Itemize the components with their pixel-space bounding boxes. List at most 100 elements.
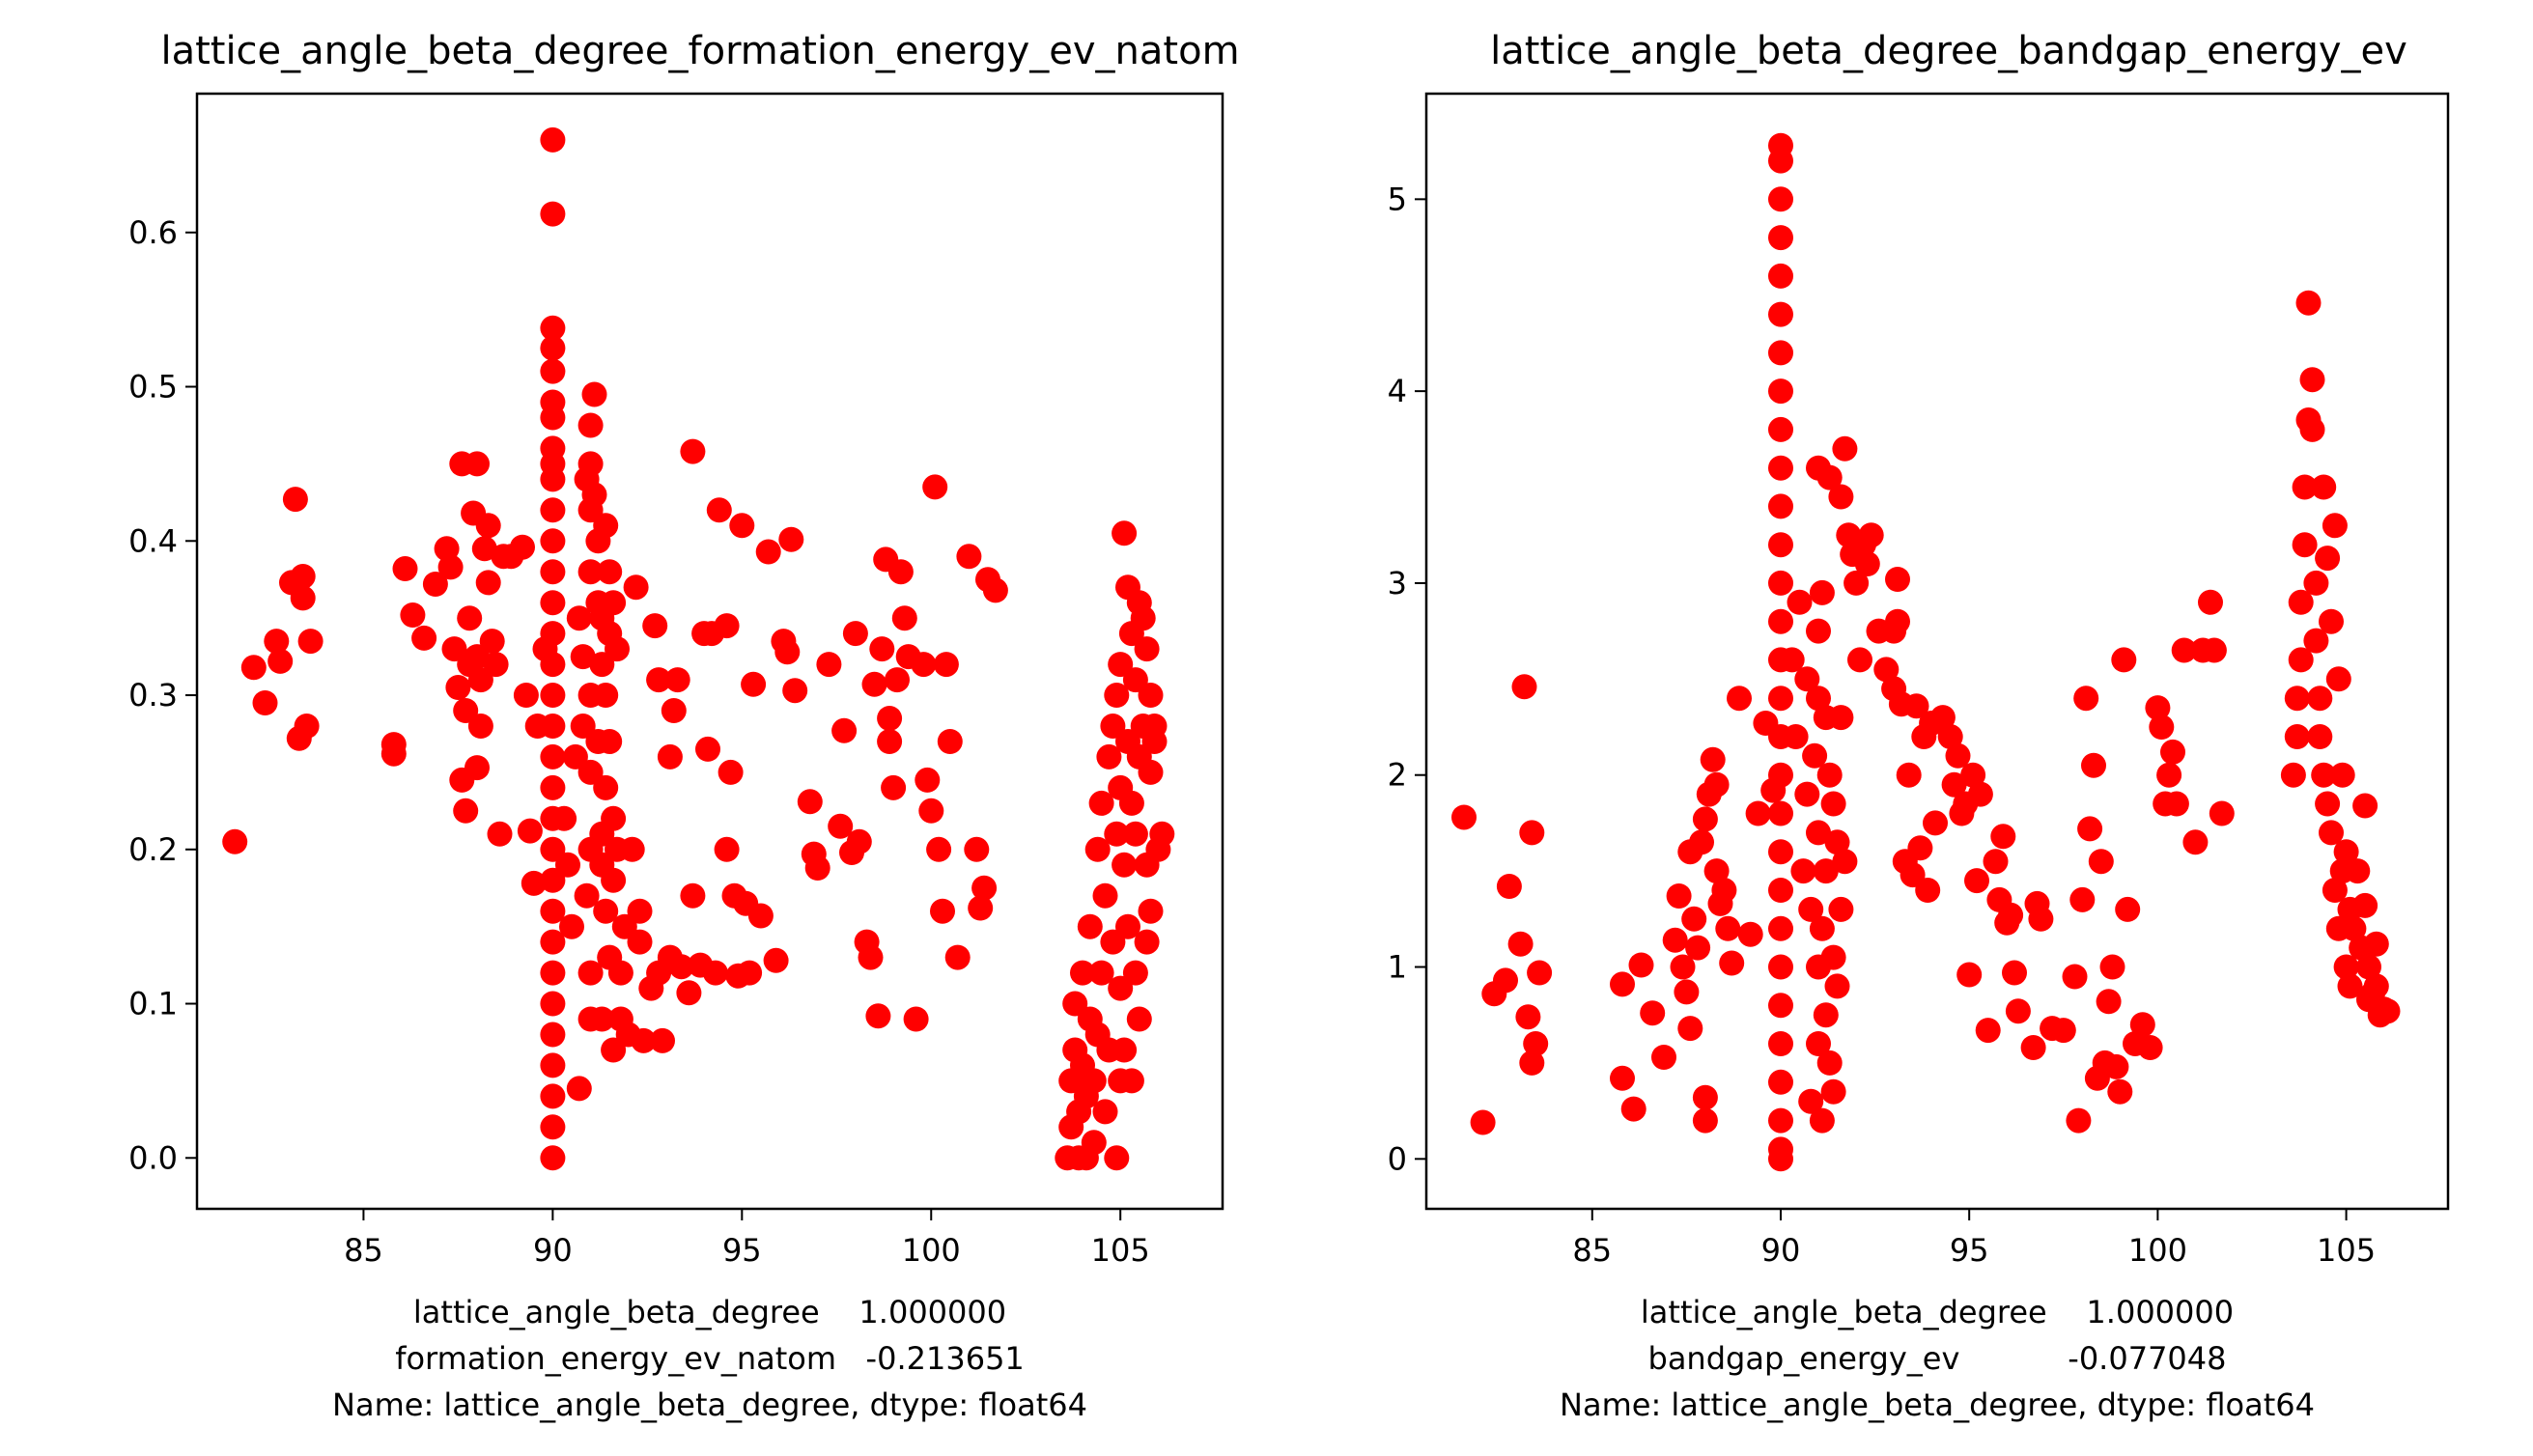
data-point xyxy=(1108,652,1134,678)
y-tick-label: 0.6 xyxy=(128,214,178,251)
data-point xyxy=(601,867,627,893)
data-point xyxy=(1745,800,1771,826)
data-point xyxy=(597,559,623,585)
data-point xyxy=(804,855,830,881)
data-point xyxy=(2311,762,2337,788)
data-point xyxy=(741,671,767,697)
data-point xyxy=(540,714,566,739)
y-tick-label: 4 xyxy=(1388,373,1407,409)
data-point xyxy=(695,736,720,762)
data-point xyxy=(1783,724,1809,749)
data-point xyxy=(540,774,566,800)
data-point xyxy=(1628,952,1654,978)
data-point xyxy=(2081,752,2106,778)
data-point xyxy=(1990,824,2016,850)
data-point xyxy=(2103,1053,2129,1079)
data-point xyxy=(540,683,566,708)
data-point xyxy=(937,729,963,754)
data-point xyxy=(1620,1096,1646,1122)
data-point xyxy=(593,898,619,924)
xlabel-line: Name: lattice_angle_beta_degree, dtype: … xyxy=(332,1386,1087,1423)
data-point xyxy=(2315,791,2341,817)
data-point xyxy=(885,667,910,693)
data-point xyxy=(2315,546,2341,572)
data-point xyxy=(903,1006,929,1032)
data-point xyxy=(1802,742,1828,769)
data-point xyxy=(467,667,493,693)
data-point xyxy=(1666,883,1692,909)
data-point xyxy=(540,315,566,341)
data-point xyxy=(680,882,706,909)
data-point xyxy=(540,652,566,678)
x-tick-label: 90 xyxy=(1761,1232,1801,1269)
data-point xyxy=(1692,806,1718,832)
data-point xyxy=(540,867,566,893)
data-point xyxy=(1703,858,1730,884)
data-point xyxy=(1813,858,1839,884)
data-point xyxy=(1496,874,1522,899)
x-tick-label: 90 xyxy=(533,1232,573,1269)
data-point xyxy=(2209,800,2235,826)
data-point xyxy=(1715,915,1741,941)
data-point xyxy=(1130,605,1156,631)
data-point xyxy=(2303,628,2329,654)
data-point xyxy=(380,741,407,767)
data-point xyxy=(1816,762,1843,788)
x-tick-label: 105 xyxy=(2317,1232,2376,1269)
data-point xyxy=(487,821,513,847)
data-point xyxy=(865,1003,891,1029)
data-point xyxy=(1104,683,1130,708)
data-point xyxy=(2363,931,2389,957)
data-point xyxy=(540,929,566,955)
data-point xyxy=(570,714,596,739)
data-point xyxy=(577,960,604,986)
data-point xyxy=(1768,1107,1793,1134)
y-tick-label: 0.5 xyxy=(128,369,178,406)
data-point xyxy=(1115,913,1140,939)
data-point xyxy=(1141,729,1168,754)
data-point xyxy=(1824,973,1850,999)
data-point xyxy=(891,605,917,631)
data-point xyxy=(2352,793,2378,819)
data-point xyxy=(1062,991,1088,1017)
plot-frame xyxy=(1424,92,2450,1211)
data-point xyxy=(1779,647,1805,673)
data-point xyxy=(926,836,952,862)
data-point xyxy=(2299,416,2325,442)
data-point xyxy=(627,898,653,924)
data-point xyxy=(1975,1018,2001,1044)
data-point xyxy=(1945,742,1971,769)
data-point xyxy=(1937,724,1963,749)
data-point xyxy=(1737,921,1763,947)
data-point xyxy=(475,570,501,596)
data-point xyxy=(918,798,944,824)
data-point xyxy=(2284,724,2310,749)
data-point xyxy=(1640,1000,1666,1026)
data-point xyxy=(1768,416,1793,442)
data-point xyxy=(1470,1109,1496,1135)
data-point xyxy=(971,875,998,901)
data-point xyxy=(1681,906,1707,932)
data-point xyxy=(2345,858,2371,884)
data-point xyxy=(453,698,479,723)
data-point xyxy=(1885,608,1910,634)
data-point xyxy=(540,1083,566,1109)
x-axis-label: lattice_angle_beta_degree 1.000000 forma… xyxy=(332,1294,1087,1423)
data-point xyxy=(574,882,600,909)
data-point xyxy=(1873,657,1900,683)
data-point xyxy=(589,652,615,678)
data-point xyxy=(1768,186,1793,212)
data-point xyxy=(797,789,823,815)
data-point xyxy=(540,126,566,153)
data-point xyxy=(2292,532,2318,558)
data-point xyxy=(1727,686,1752,712)
data-point xyxy=(1998,902,2024,928)
data-point xyxy=(1809,579,1835,605)
data-point xyxy=(540,466,566,492)
data-point xyxy=(479,629,505,655)
data-point xyxy=(619,836,645,862)
data-point xyxy=(1112,852,1138,878)
data-point xyxy=(2288,589,2314,615)
data-point xyxy=(2156,762,2182,788)
data-point xyxy=(605,636,630,662)
